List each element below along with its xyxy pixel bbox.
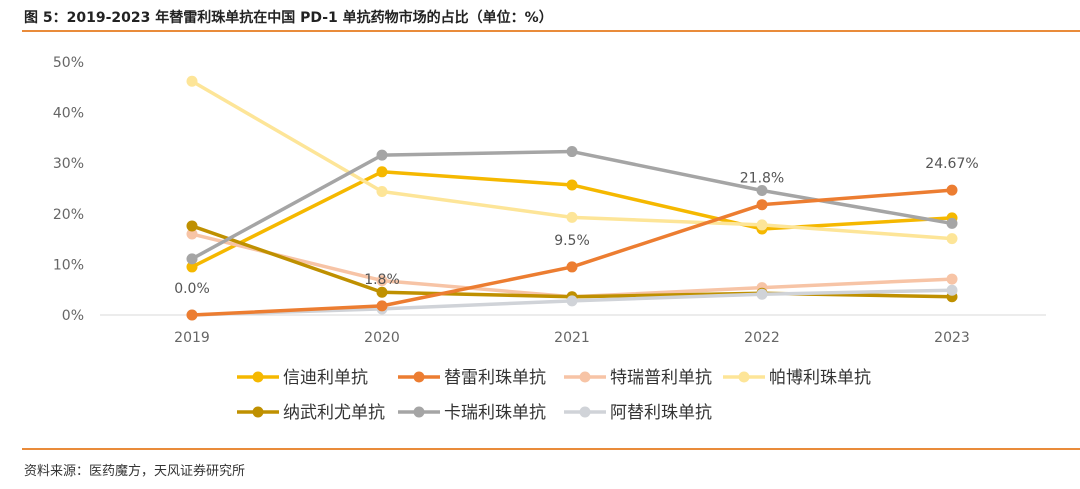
data-point	[376, 286, 388, 298]
data-point	[186, 261, 198, 273]
series-1	[186, 184, 958, 321]
data-point	[566, 179, 578, 191]
data-point	[946, 184, 958, 196]
data-point	[376, 166, 388, 178]
data-point	[566, 295, 578, 307]
x-tick-label: 2023	[934, 330, 970, 346]
data-point	[186, 220, 198, 232]
figure-title: 图 5：2019-2023 年替雷利珠单抗在中国 PD-1 单抗药物市场的占比（…	[24, 10, 553, 26]
data-point	[756, 185, 768, 197]
bottom-rule	[22, 448, 1080, 450]
data-point	[946, 273, 958, 285]
legend-swatch-marker	[252, 406, 264, 418]
legend-swatch-marker	[252, 371, 264, 383]
data-point	[376, 275, 388, 287]
x-tick-label: 2020	[364, 330, 400, 346]
legend-label: 信迪利单抗	[283, 368, 368, 388]
legend-swatch-marker	[413, 371, 425, 383]
data-point	[946, 233, 958, 245]
data-label: 0.0%	[174, 281, 210, 297]
data-point	[186, 309, 198, 321]
legend-label: 卡瑞利珠单抗	[444, 403, 546, 423]
data-point	[566, 211, 578, 223]
legend-label: 替雷利珠单抗	[444, 368, 546, 388]
line-chart: 0% 10% 20% 30% 40% 50% 2019 2020 2021 2022 2023 0.…	[53, 55, 1046, 423]
legend-item: 信迪利单抗	[237, 368, 368, 388]
legend-swatch-marker	[738, 371, 750, 383]
legend-item: 替雷利珠单抗	[398, 368, 546, 388]
legend-label: 阿替利珠单抗	[610, 403, 712, 423]
x-tick-label: 2022	[744, 330, 780, 346]
data-point	[756, 219, 768, 231]
x-tick-label: 2019	[174, 330, 210, 346]
y-tick-label: 50%	[53, 55, 84, 71]
legend-item: 阿替利珠单抗	[564, 403, 712, 423]
chart-axes: 0% 10% 20% 30% 40% 50% 2019 2020 2021 2022 2023	[53, 55, 1046, 346]
y-tick-label: 10%	[53, 257, 84, 273]
legend-swatch-marker	[413, 406, 425, 418]
data-label: 9.5%	[554, 233, 590, 249]
series-3	[186, 75, 958, 245]
data-point	[566, 261, 578, 273]
chart-data-labels: 0.0% 1.8% 9.5% 21.8% 24.67%	[174, 156, 978, 297]
legend-label: 特瑞普利单抗	[610, 368, 712, 388]
data-point	[376, 186, 388, 198]
data-point	[186, 75, 198, 87]
y-tick-label: 30%	[53, 156, 84, 172]
y-tick-label: 0%	[62, 308, 84, 324]
chart-series	[186, 75, 958, 321]
data-point	[186, 253, 198, 265]
top-rule	[22, 30, 1080, 32]
data-point	[946, 284, 958, 296]
data-point	[756, 199, 768, 211]
legend-item: 特瑞普利单抗	[564, 368, 712, 388]
data-point	[946, 217, 958, 229]
y-tick-label: 20%	[53, 207, 84, 223]
data-label: 24.67%	[925, 156, 978, 172]
y-tick-label: 40%	[53, 106, 84, 122]
legend-label: 纳武利尤单抗	[283, 403, 385, 423]
legend-item: 卡瑞利珠单抗	[398, 403, 546, 423]
data-point	[756, 288, 768, 300]
data-point	[566, 146, 578, 158]
legend-item: 纳武利尤单抗	[237, 403, 385, 423]
source-note: 资料来源：医药魔方，天风证券研究所	[24, 464, 246, 479]
data-label: 21.8%	[740, 171, 784, 187]
x-tick-label: 2021	[554, 330, 590, 346]
data-label: 1.8%	[364, 272, 400, 288]
data-point	[376, 300, 388, 312]
legend-swatch-marker	[579, 371, 591, 383]
legend-item: 帕博利珠单抗	[723, 368, 871, 388]
legend-swatch-marker	[579, 406, 591, 418]
data-point	[376, 149, 388, 161]
data-point	[186, 228, 198, 240]
legend-label: 帕博利珠单抗	[769, 368, 871, 388]
